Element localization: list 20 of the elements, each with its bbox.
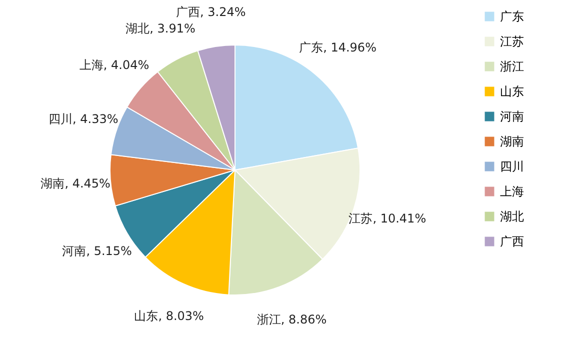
data-label: 江苏, 10.41% xyxy=(348,212,426,226)
legend-label: 湖北 xyxy=(500,210,524,224)
data-label: 湖北, 3.91% xyxy=(126,21,196,36)
data-label: 广西, 3.24% xyxy=(176,4,246,19)
legend-label: 河南 xyxy=(500,110,524,124)
data-label: 上海, 4.04% xyxy=(79,58,150,72)
data-label: 山东, 8.03% xyxy=(134,308,204,323)
data-label: 四川, 4.33% xyxy=(48,112,118,126)
legend-label: 浙江 xyxy=(500,60,524,74)
data-label: 湖南, 4.45% xyxy=(40,176,110,190)
legend-label: 江苏 xyxy=(500,34,524,48)
legend-label: 山东 xyxy=(500,84,524,98)
data-label: 浙江, 8.86% xyxy=(256,312,327,327)
legend-label: 广西 xyxy=(500,234,524,248)
legend-label: 湖南 xyxy=(500,134,524,148)
legend-label: 广东 xyxy=(500,10,524,24)
legend-label: 四川 xyxy=(500,160,524,174)
data-label: 广东, 14.96% xyxy=(299,40,376,54)
data-label: 河南, 5.15% xyxy=(62,244,132,258)
legend-label: 上海 xyxy=(500,184,524,198)
